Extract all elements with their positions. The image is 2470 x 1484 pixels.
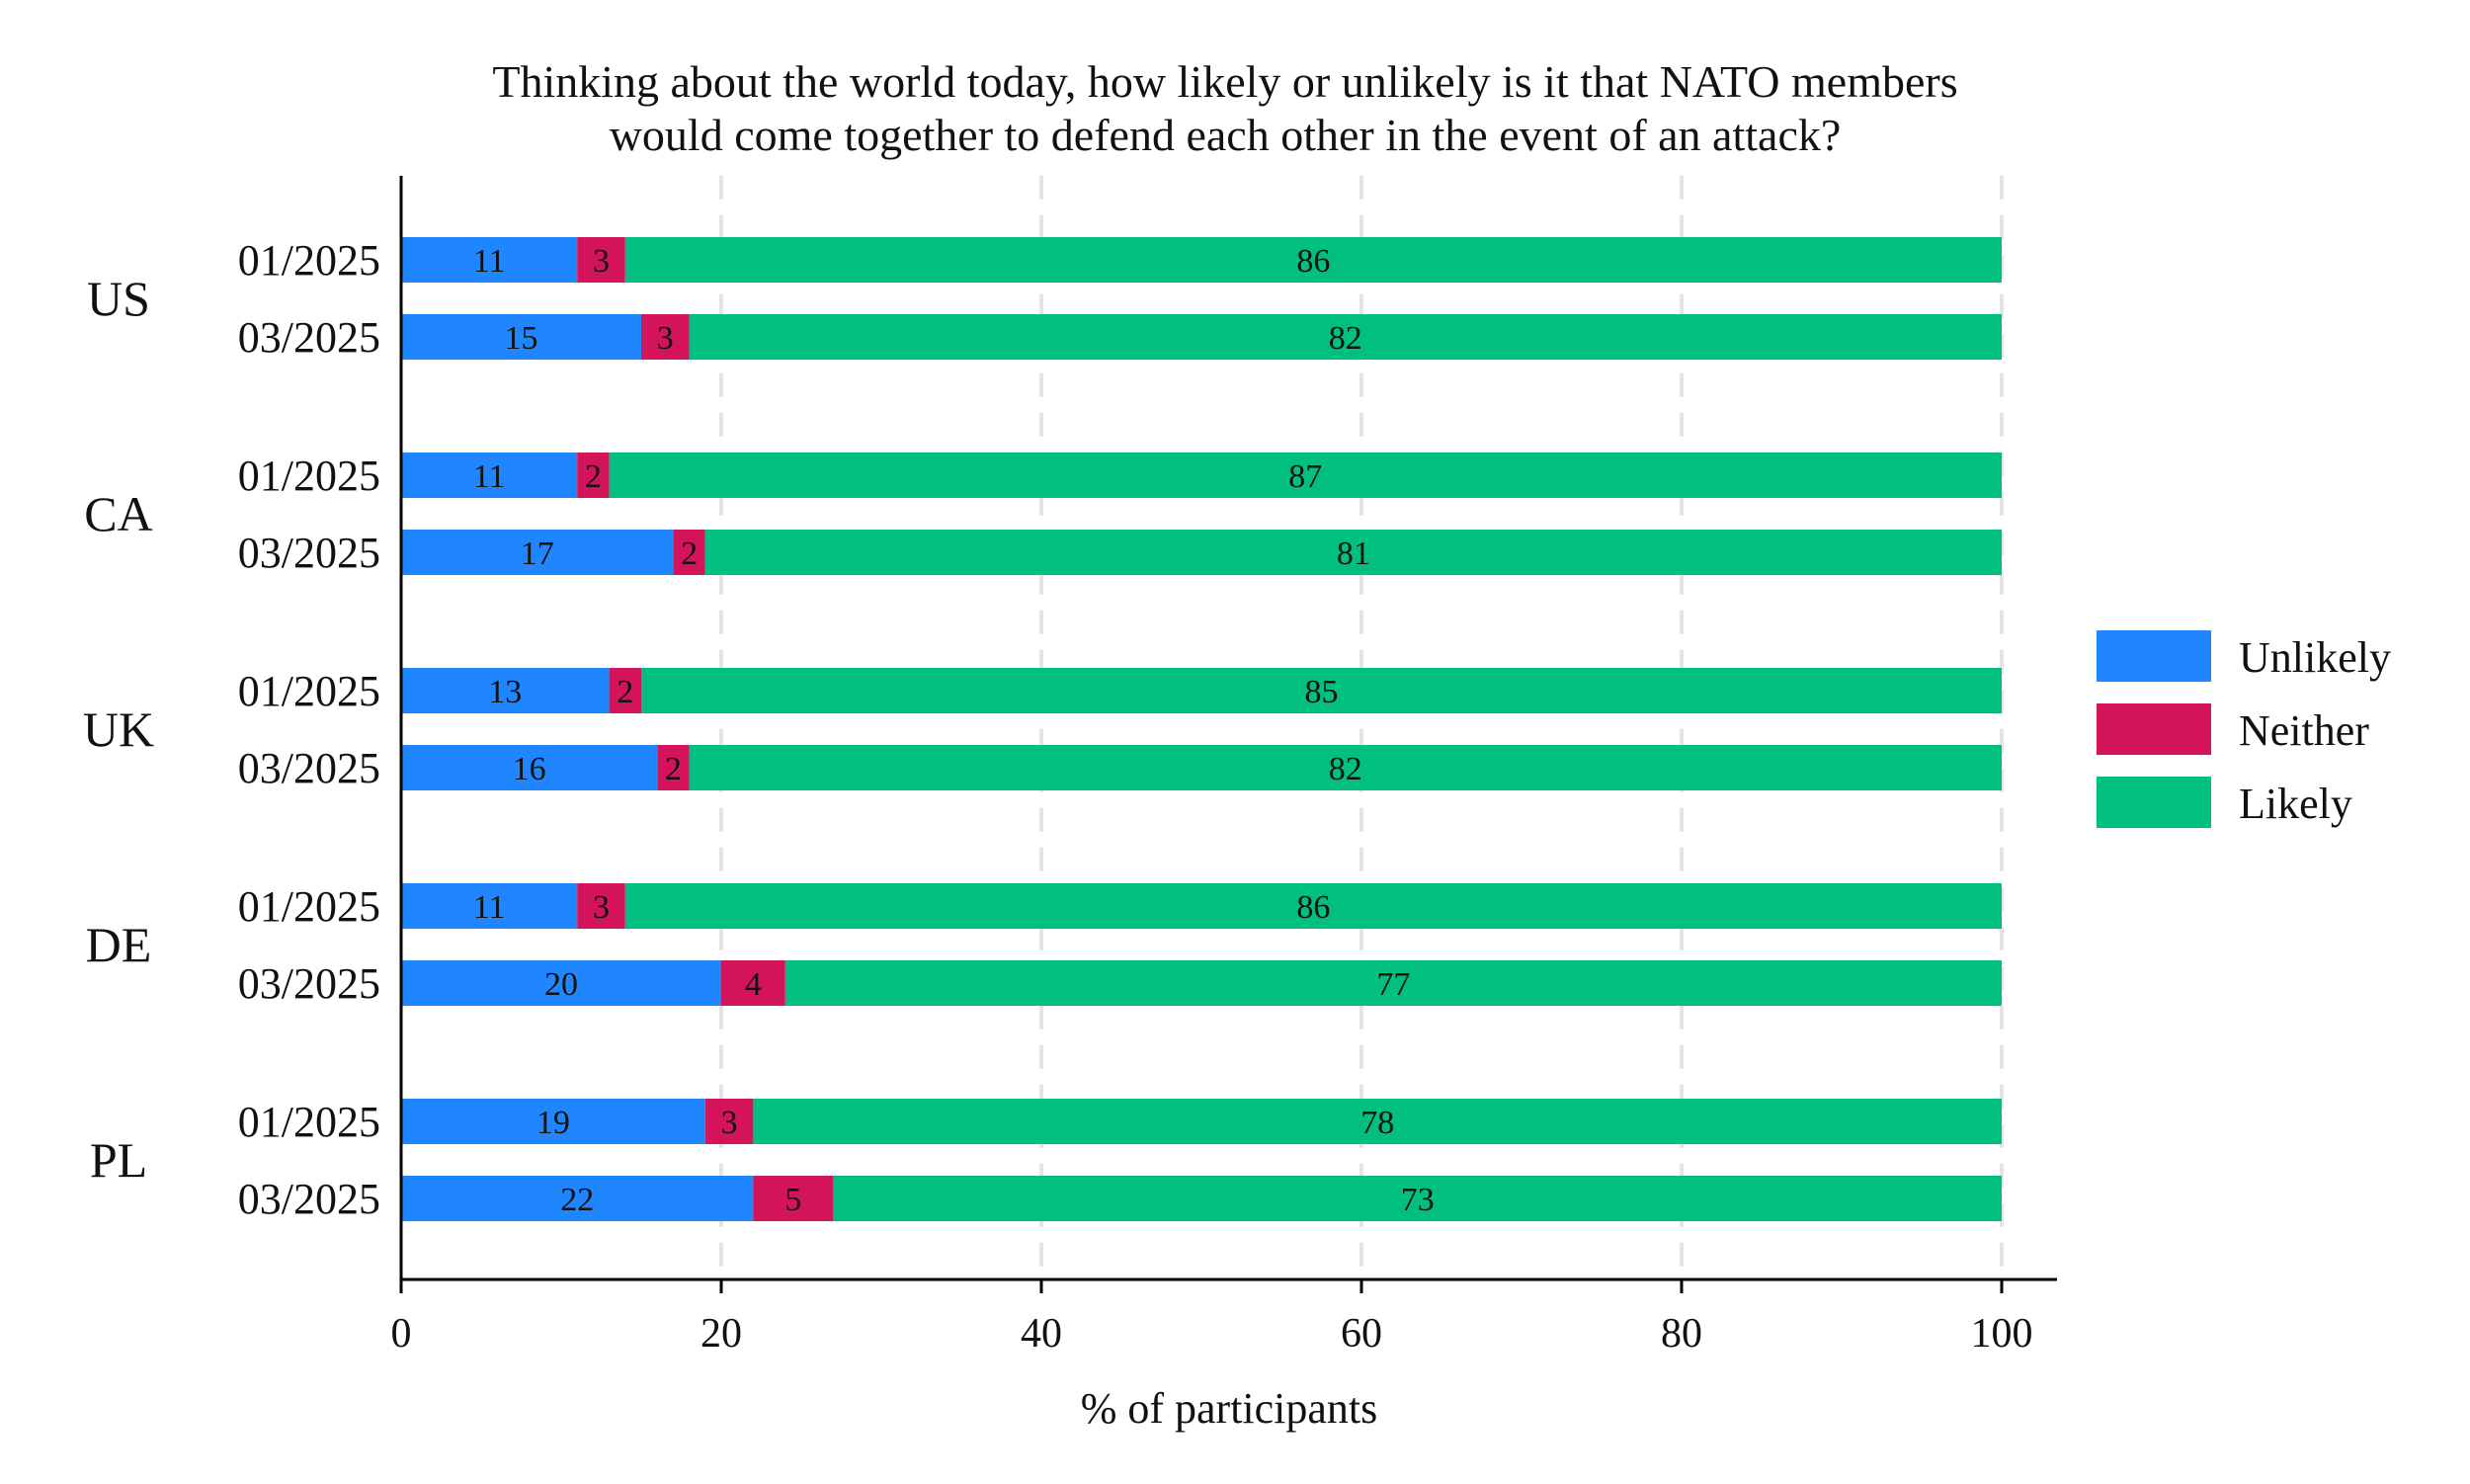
chart-title: Thinking about the world today, how like…: [492, 56, 1957, 160]
bar-de-01-2025-likely: [624, 883, 2002, 929]
legend-swatch-unlikely: [2097, 630, 2211, 682]
bar-us-03-2025-unlikely: [401, 314, 641, 360]
bar-de-01-2025-unlikely: [401, 883, 578, 929]
legend-label-likely: Likely: [2239, 780, 2352, 828]
bar-de-01-2025-unlikely-label: 11: [473, 889, 506, 926]
bar-us-01-2025-likely: [624, 237, 2002, 283]
date-label-uk-1: 03/2025: [238, 744, 380, 792]
x-tick-label-60: 60: [1341, 1311, 1382, 1357]
date-label-uk-0: 01/2025: [238, 667, 380, 715]
bar-de-03-2025-neither: [721, 960, 785, 1006]
bar-de-03-2025-unlikely-label: 20: [544, 966, 578, 1003]
bar-ca-01-2025-unlikely-label: 11: [473, 458, 506, 495]
date-label-de-0: 01/2025: [238, 882, 380, 931]
bar-ca-01-2025-unlikely: [401, 453, 578, 498]
y-axis-labels: US 01/2025 03/2025 CA 01/2025 03/2025 UK 01/202…: [83, 236, 380, 1223]
bar-de-03-2025-likely-label: 77: [1376, 966, 1410, 1003]
bar-ca-03-2025-unlikely: [401, 530, 674, 575]
bar-us-01-2025-likely-label: 86: [1296, 243, 1330, 280]
bar-pl-03-2025-unlikely-label: 22: [560, 1182, 594, 1218]
country-label-us: US: [87, 271, 150, 326]
bar-us-03-2025-neither-label: 3: [657, 320, 674, 357]
date-label-ca-1: 03/2025: [238, 529, 380, 577]
bar-uk-01-2025-neither-label: 2: [617, 674, 633, 710]
bar-uk-01-2025-likely-label: 85: [1305, 674, 1339, 710]
bar-pl-01-2025-neither: [704, 1099, 754, 1144]
bar-us-01-2025-unlikely: [401, 237, 578, 283]
date-label-pl-0: 01/2025: [238, 1098, 380, 1146]
chart-title-line-2: would come together to defend each other…: [610, 110, 1842, 160]
chart-title-line-1: Thinking about the world today, how like…: [492, 56, 1957, 107]
bar-ca-03-2025-likely-label: 81: [1337, 536, 1370, 572]
legend-swatch-likely: [2097, 777, 2211, 828]
x-axis-title: % of participants: [1081, 1384, 1378, 1433]
legend-label-unlikely: Unlikely: [2239, 633, 2391, 682]
bar-uk-03-2025-unlikely: [401, 745, 658, 790]
bar-ca-03-2025-likely: [704, 530, 2002, 575]
x-axis-ticks: 0 20 40 60 80 100: [391, 1279, 2033, 1357]
bar-de-01-2025-neither: [577, 883, 625, 929]
country-label-de: DE: [86, 917, 152, 972]
bar-de-03-2025-likely: [784, 960, 2002, 1006]
bar-ca-01-2025-neither-label: 2: [585, 458, 602, 495]
axes: [399, 176, 2057, 1281]
bar-ca-01-2025-likely: [609, 453, 2002, 498]
x-tick-label-20: 20: [700, 1311, 742, 1357]
bar-ca-03-2025-unlikely-label: 17: [521, 536, 554, 572]
bar-pl-03-2025-unlikely: [401, 1176, 754, 1221]
legend-swatch-neither: [2097, 703, 2211, 755]
date-label-pl-1: 03/2025: [238, 1175, 380, 1223]
legend-label-neither: Neither: [2239, 706, 2369, 755]
bar-pl-03-2025-neither-label: 5: [784, 1182, 801, 1218]
bar-pl-01-2025-likely: [753, 1099, 2002, 1144]
date-label-ca-0: 01/2025: [238, 452, 380, 500]
bar-ca-03-2025-neither: [673, 530, 705, 575]
bar-pl-01-2025-unlikely-label: 19: [536, 1105, 570, 1141]
bar-us-01-2025-unlikely-label: 11: [473, 243, 506, 280]
bar-us-03-2025-unlikely-label: 15: [505, 320, 538, 357]
date-label-us-1: 03/2025: [238, 313, 380, 362]
bar-uk-01-2025-unlikely-label: 13: [488, 674, 522, 710]
bar-pl-03-2025-likely: [833, 1176, 2002, 1221]
bar-pl-03-2025-likely-label: 73: [1401, 1182, 1435, 1218]
bar-pl-01-2025-likely-label: 78: [1360, 1105, 1394, 1141]
bar-pl-01-2025-neither-label: 3: [721, 1105, 738, 1141]
bar-uk-03-2025-unlikely-label: 16: [513, 751, 546, 787]
bar-uk-03-2025-neither: [657, 745, 690, 790]
bar-pl-03-2025-neither: [753, 1176, 834, 1221]
bar-us-03-2025-likely-label: 82: [1329, 320, 1362, 357]
x-tick-label-0: 0: [391, 1311, 412, 1357]
bar-uk-01-2025-neither: [609, 668, 641, 713]
bar-us-01-2025-neither: [577, 237, 625, 283]
country-label-uk: UK: [83, 701, 154, 757]
x-tick-label-80: 80: [1661, 1311, 1702, 1357]
bar-uk-01-2025-unlikely: [401, 668, 610, 713]
bar-uk-01-2025-likely: [641, 668, 2002, 713]
bar-ca-01-2025-likely-label: 87: [1288, 458, 1322, 495]
bar-de-01-2025-likely-label: 86: [1296, 889, 1330, 926]
bar-de-03-2025-neither-label: 4: [745, 966, 762, 1003]
country-label-pl: PL: [90, 1132, 147, 1188]
date-label-us-0: 01/2025: [238, 236, 380, 285]
bar-uk-03-2025-likely-label: 82: [1329, 751, 1362, 787]
bar-us-01-2025-neither-label: 3: [593, 243, 610, 280]
bar-us-03-2025-neither: [641, 314, 690, 360]
bar-ca-01-2025-neither: [577, 453, 610, 498]
bar-us-03-2025-likely: [689, 314, 2002, 360]
bar-de-03-2025-unlikely: [401, 960, 721, 1006]
date-label-de-1: 03/2025: [238, 959, 380, 1008]
legend: Unlikely Neither Likely: [2097, 630, 2391, 828]
bar-uk-03-2025-neither-label: 2: [665, 751, 682, 787]
bar-de-01-2025-neither-label: 3: [593, 889, 610, 926]
country-label-ca: CA: [84, 486, 152, 541]
x-tick-label-40: 40: [1021, 1311, 1062, 1357]
bar-uk-03-2025-likely: [689, 745, 2002, 790]
x-tick-label-100: 100: [1971, 1311, 2033, 1357]
gridlines: [719, 176, 2004, 1279]
bar-pl-01-2025-unlikely: [401, 1099, 705, 1144]
bar-ca-03-2025-neither-label: 2: [681, 536, 698, 572]
